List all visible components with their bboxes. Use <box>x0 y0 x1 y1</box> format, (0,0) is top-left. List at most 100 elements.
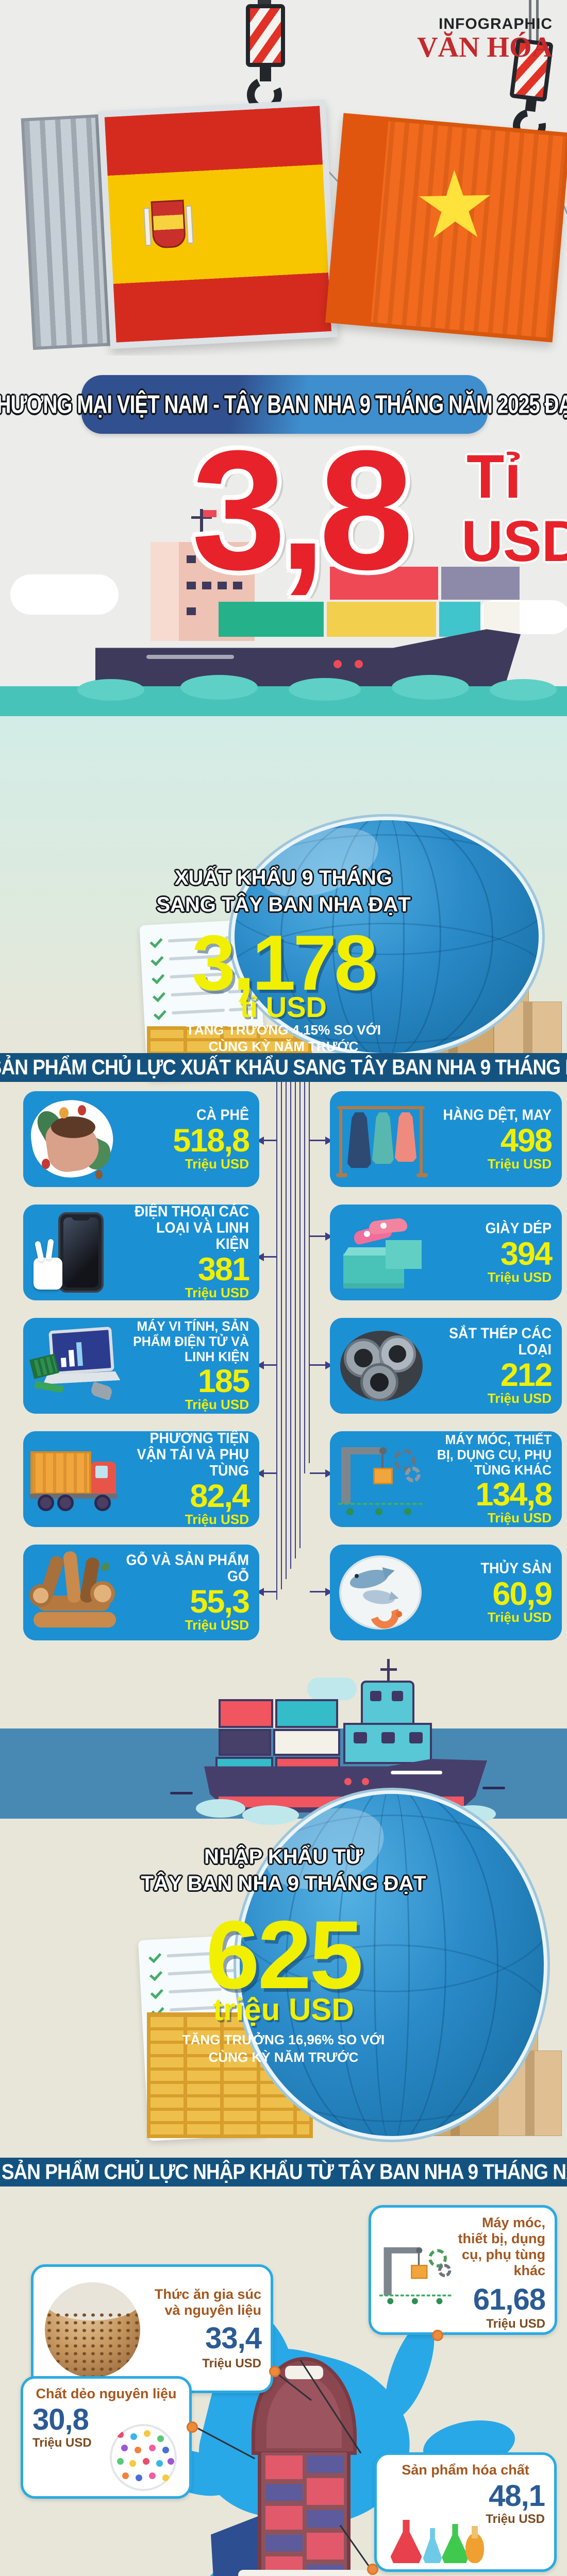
import-products-banner: NHỮNG SẢN PHẨM CHỦ LỰC NHẬP KHẨU TỪ TÂY … <box>0 2158 567 2187</box>
import-card-value: 33,4 <box>205 2321 262 2355</box>
import-growth-line1: TĂNG TRƯỞNG 16,96% SO VỚI <box>182 2032 385 2047</box>
export-title-line1: XUẤT KHẨU 9 THÁNG <box>174 867 393 889</box>
hero-unit-top: Tỉ <box>466 442 522 511</box>
export-card-unit: Triệu USD <box>487 1390 552 1406</box>
import-title-line1: NHẬP KHẨU TỪ <box>204 1845 363 1868</box>
export-card-value: 518,8 <box>173 1122 250 1159</box>
export-card-label: ĐIỆN THOẠI CÁC LOẠI VÀ LINH KIỆN <box>135 1204 249 1253</box>
export-card-machinery: MÁY MÓC, THIẾT BỊ, DỤNG CỤ, PHỤ TÙNG KHÁ… <box>330 1431 562 1527</box>
import-globe <box>240 1794 544 2136</box>
export-card-textiles: HÀNG DỆT, MAY 498 Triệu USD <box>330 1091 562 1187</box>
shoes-icon <box>336 1210 426 1295</box>
export-card-unit: Triệu USD <box>185 1617 249 1633</box>
vietnam-star-icon: ★ <box>412 152 497 258</box>
import-card-unit: Triệu USD <box>486 2512 545 2527</box>
hero-banner-text: THƯƠNG MẠI VIỆT NAM - TÂY BAN NHA 9 THÁN… <box>0 389 567 418</box>
export-card-value: 55,3 <box>190 1584 250 1620</box>
export-card-label: GỖ VÀ SẢN PHẨM GỖ <box>126 1552 249 1585</box>
export-card-label: THỦY SẢN <box>480 1560 552 1577</box>
spain-flag-container <box>21 99 338 353</box>
seafood-icon <box>336 1550 426 1635</box>
wood-logs-icon <box>29 1550 120 1635</box>
hero-value: 3,8 <box>191 415 414 605</box>
import-value-unit: triệu USD <box>213 1992 354 2027</box>
export-card-value: 82,4 <box>190 1478 250 1515</box>
cloud-icon <box>10 574 119 615</box>
import-card-value: 48,1 <box>489 2479 545 2513</box>
export-card-label: CÀ PHÊ <box>196 1106 249 1123</box>
export-card-unit: Triệu USD <box>185 1284 249 1300</box>
export-card-phones: ĐIỆN THOẠI CÁC LOẠI VÀ LINH KIỆN 381 Tri… <box>23 1204 259 1300</box>
import-card-label: Máy móc, thiết bị, dụng cụ, phụ tùng khá… <box>458 2215 545 2279</box>
export-card-label: PHƯƠNG TIỆN VẬN TẢI VÀ PHỤ TÙNG <box>137 1430 249 1480</box>
wooden-crate <box>147 1026 312 1055</box>
import-card-unit: Triệu USD <box>202 2357 261 2371</box>
vietnam-star-container: ★ <box>325 113 567 343</box>
laptop-icon <box>29 1324 120 1408</box>
export-card-label: MÁY VI TÍNH, SẢN PHẨM ĐIỆN TỬ VÀ LINH KI… <box>133 1318 249 1364</box>
animal-feed-icon <box>45 2282 140 2378</box>
export-card-footwear: GIÀY DÉP 394 Triệu USD <box>330 1205 562 1300</box>
machinery-icon <box>336 1437 426 1521</box>
export-card-unit: Triệu USD <box>487 1510 552 1526</box>
export-card-steel: SẮT THÉP CÁC LOẠI 212 Triệu USD <box>330 1318 562 1414</box>
export-growth-line1: TĂNG TRƯỞNG 4,15% SO VỚI <box>186 1022 381 1038</box>
import-products-banner-text: NHỮNG SẢN PHẨM CHỦ LỰC NHẬP KHẨU TỪ TÂY … <box>0 2160 567 2184</box>
import-card-plastics: Chất dẻo nguyên liệu 30,8 Triệu USD <box>21 2376 192 2499</box>
export-card-label: SẮT THÉP CÁC LOẠI <box>448 1325 552 1358</box>
truck-icon <box>29 1437 120 1521</box>
brand-kicker: INFOGRAPHIC <box>439 15 553 32</box>
import-card-value: 61,68 <box>473 2283 546 2317</box>
export-card-unit: Triệu USD <box>185 1396 249 1412</box>
export-title-line2: SANG TÂY BAN NHA ĐẠT <box>156 893 411 916</box>
steel-coils-icon <box>336 1324 426 1408</box>
spain-emblem-icon <box>151 199 187 249</box>
import-card-label: Thức ăn gia súc và nguyên liệu <box>154 2286 261 2318</box>
export-card-value: 212 <box>500 1357 553 1394</box>
export-products-banner: NHỮNG SẢN PHẨM CHỦ LỰC XUẤT KHẨU SANG TÂ… <box>0 1053 567 1082</box>
coffee-bag-icon <box>26 1094 120 1183</box>
export-card-unit: Triệu USD <box>185 1511 249 1527</box>
export-card-computers: MÁY VI TÍNH, SẢN PHẨM ĐIỆN TỬ VÀ LINH KI… <box>23 1318 259 1414</box>
export-globe <box>235 820 539 1053</box>
hero-unit-bottom: USD <box>461 509 567 573</box>
hero-banner: THƯƠNG MẠI VIỆT NAM - TÂY BAN NHA 9 THÁN… <box>0 375 567 434</box>
export-growth-line2: CÙNG KỲ NĂM TRƯỚC <box>208 1039 359 1054</box>
export-value-unit: tỉ USD <box>240 991 327 1023</box>
export-card-label: GIÀY DÉP <box>485 1219 552 1236</box>
export-card-coffee: CÀ PHÊ 518,8 Triệu USD <box>23 1091 259 1187</box>
export-card-value: 381 <box>197 1251 250 1288</box>
plastic-pellets-icon <box>110 2424 177 2491</box>
smartphone-icon <box>29 1210 120 1295</box>
export-card-vehicles: PHƯƠNG TIỆN VẬN TẢI VÀ PHỤ TÙNG 82,4 Tri… <box>23 1430 259 1527</box>
export-card-seafood: THỦY SẢN 60,9 Triệu USD <box>330 1545 562 1640</box>
import-card-unit: Triệu USD <box>32 2436 92 2450</box>
import-growth-line2: CÙNG KỲ NĂM TRƯỚC <box>208 2049 359 2065</box>
import-card-chemicals: Sản phẩm hóa chất 48,1 Triệu USD <box>374 2452 557 2572</box>
export-card-unit: Triệu USD <box>487 1156 552 1172</box>
import-card-label: Chất dẻo nguyên liệu <box>36 2386 177 2401</box>
import-card-unit: Triệu USD <box>486 2317 545 2331</box>
export-card-value: 134,8 <box>475 1476 553 1513</box>
export-card-value: 185 <box>197 1363 250 1399</box>
export-products-banner-text: NHỮNG SẢN PHẨM CHỦ LỰC XUẤT KHẨU SANG TÂ… <box>0 1055 567 1079</box>
export-card-value: 60,9 <box>492 1575 553 1612</box>
brand-name: VĂN HÓA <box>417 31 553 63</box>
machinery-icon <box>379 2239 452 2304</box>
export-card-unit: Triệu USD <box>487 1609 552 1625</box>
import-card-machinery: Máy móc, thiết bị, dụng cụ, phụ tùng khá… <box>369 2205 557 2335</box>
clothes-rack-icon <box>336 1097 428 1181</box>
export-card-unit: Triệu USD <box>487 1269 552 1285</box>
import-card-label: Sản phẩm hóa chất <box>402 2462 529 2478</box>
export-card-unit: Triệu USD <box>185 1156 249 1172</box>
export-card-label: HÀNG DỆT, MAY <box>443 1106 552 1123</box>
export-card-wood: GỖ VÀ SẢN PHẨM GỖ 55,3 Triệu USD <box>23 1545 259 1640</box>
import-value: 625 <box>206 1901 363 2009</box>
cloud-icon <box>330 495 392 517</box>
import-title-line2: TÂY BAN NHA 9 THÁNG ĐẠT <box>141 1872 426 1895</box>
export-card-label: MÁY MÓC, THIẾT BỊ, DỤNG CỤ, PHỤ TÙNG KHÁ… <box>437 1432 552 1478</box>
export-card-value: 394 <box>500 1235 553 1272</box>
import-card-feed: Thức ăn gia súc và nguyên liệu 33,4 Triệ… <box>31 2264 273 2393</box>
export-card-value: 498 <box>500 1122 553 1159</box>
